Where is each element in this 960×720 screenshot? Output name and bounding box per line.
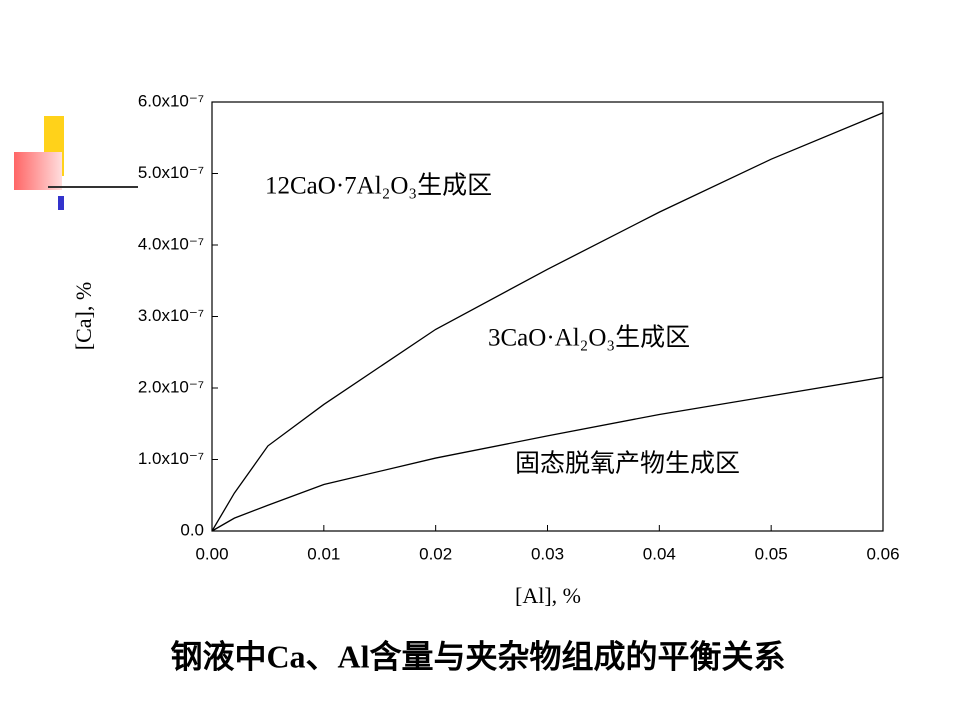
y-tick-label: 1.0x10⁻⁷ [138, 449, 204, 468]
x-axis-label: [Al], % [515, 583, 581, 608]
y-tick-label: 0.0 [180, 520, 204, 539]
y-tick-label: 3.0x10⁻⁷ [138, 306, 204, 325]
x-tick-label: 0.05 [755, 544, 788, 563]
annotation: 12CaO·7Al₂O₃生成区 [265, 172, 492, 200]
y-tick-label: 5.0x10⁻⁷ [138, 163, 204, 182]
y-tick-label: 6.0x10⁻⁷ [138, 91, 204, 110]
decor-red [14, 152, 62, 190]
decor-blue [58, 196, 64, 210]
curve [211, 376, 884, 532]
x-tick-label: 0.00 [195, 544, 228, 563]
curve [211, 112, 884, 532]
x-tick-label: 0.01 [307, 544, 340, 563]
x-tick-label: 0.04 [643, 544, 676, 563]
decor-line [48, 186, 138, 188]
x-tick-label: 0.02 [419, 544, 452, 563]
y-tick-label: 2.0x10⁻⁷ [138, 377, 204, 396]
y-tick-label: 4.0x10⁻⁷ [138, 234, 204, 253]
x-tick-label: 0.06 [866, 544, 899, 563]
annotation: 3CaO·Al₂O₃生成区 [488, 324, 690, 352]
caption: 钢液中Ca、Al含量与夹杂物组成的平衡关系 [170, 638, 785, 674]
x-tick-label: 0.03 [531, 544, 564, 563]
y-axis-label: [Ca], % [71, 282, 96, 350]
annotation: 固态脱氧产物生成区 [515, 450, 740, 478]
